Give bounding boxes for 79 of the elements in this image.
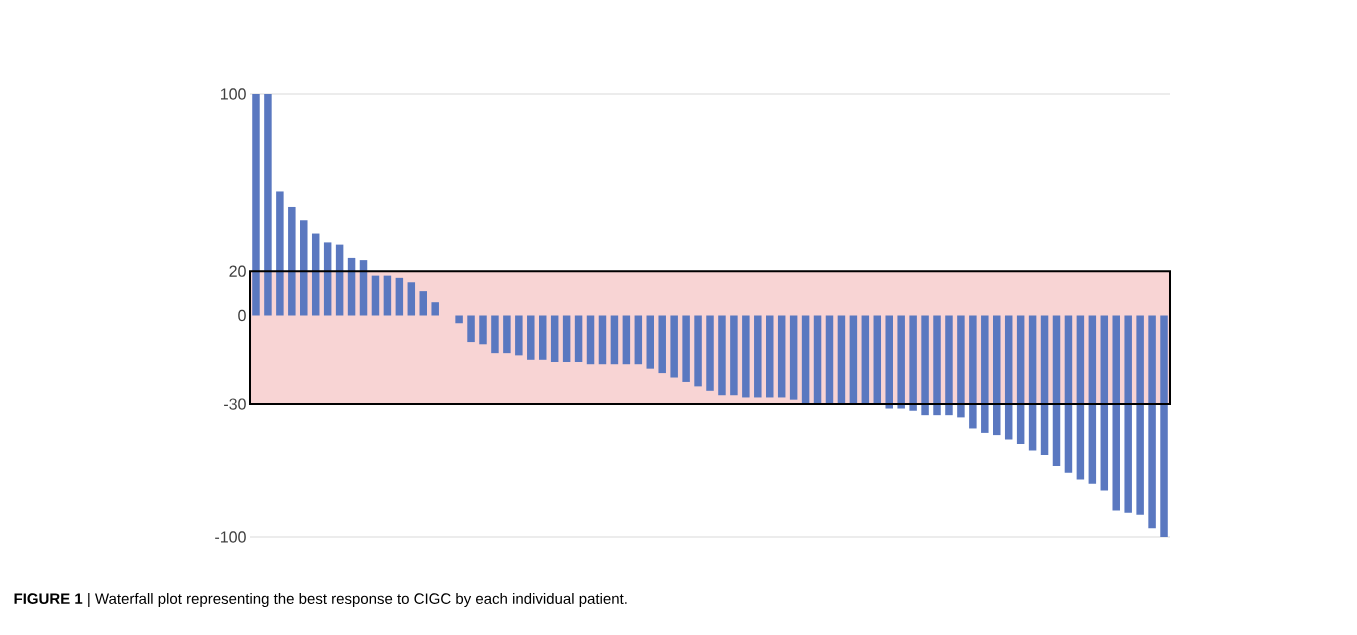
- bar: [897, 315, 905, 409]
- bar: [467, 315, 475, 343]
- bar: [288, 206, 296, 316]
- bar: [945, 315, 953, 416]
- bar: [682, 315, 690, 382]
- bar: [395, 277, 404, 316]
- bar: [586, 315, 595, 365]
- bar: [921, 315, 929, 416]
- bar: [1040, 315, 1049, 456]
- band-label: -30: [224, 398, 246, 410]
- y-tick-label: -100: [215, 531, 246, 543]
- bar: [419, 291, 427, 316]
- bar: [610, 315, 619, 365]
- bar: [646, 315, 655, 369]
- bar: [252, 94, 260, 316]
- bar: [276, 191, 284, 316]
- bar: [407, 282, 416, 316]
- bar: [431, 302, 439, 316]
- bar: [993, 315, 1001, 436]
- bar: [801, 315, 810, 405]
- bar: [933, 315, 941, 416]
- bar: [323, 242, 332, 316]
- bar: [706, 315, 714, 391]
- bar: [1148, 315, 1156, 529]
- y-tick-label: 100: [221, 88, 246, 100]
- bar: [300, 220, 308, 316]
- bar: [479, 315, 487, 345]
- bar: [562, 315, 571, 363]
- bar: [1004, 315, 1013, 440]
- bar: [694, 315, 702, 387]
- bar: [849, 315, 858, 405]
- bar: [574, 315, 583, 363]
- bar: [491, 315, 499, 354]
- bar: [1136, 315, 1144, 515]
- bar: [371, 275, 380, 316]
- bar: [1076, 315, 1085, 480]
- bar: [515, 315, 523, 356]
- y-tick-label: 20: [229, 265, 246, 277]
- bar: [861, 315, 870, 405]
- text: FIGURE 1 | Waterfall plot representing the best response to CIGC by each individual patient.: [14, 592, 627, 608]
- bar: [550, 315, 559, 363]
- bar: [264, 94, 272, 316]
- bar: [837, 315, 846, 405]
- bar: [634, 315, 643, 365]
- bar: [1064, 315, 1073, 473]
- bar: [670, 315, 678, 378]
- bar: [825, 315, 834, 405]
- bar: [789, 315, 798, 400]
- bar: [1016, 315, 1025, 444]
- bar: [622, 315, 631, 365]
- bar: [311, 233, 320, 316]
- bar: [777, 315, 786, 398]
- bar: [383, 275, 392, 316]
- bar: [885, 315, 893, 409]
- bar: [730, 315, 738, 396]
- bar: [813, 315, 822, 405]
- bar: [742, 315, 750, 398]
- bar: [1112, 315, 1120, 511]
- bar: [957, 315, 965, 418]
- bar: [765, 315, 774, 398]
- bar: [969, 315, 977, 429]
- bar: [1100, 315, 1109, 491]
- bar: [658, 315, 666, 374]
- y-tick-label: 0: [238, 309, 246, 322]
- bar: [909, 315, 917, 411]
- bar: [1124, 315, 1132, 513]
- bar: [598, 315, 607, 365]
- bar: [455, 315, 463, 324]
- bar: [1088, 315, 1097, 484]
- bar: [981, 315, 989, 433]
- bar: [718, 315, 726, 396]
- bar: [873, 315, 882, 405]
- bar: [754, 315, 762, 398]
- bar: [1052, 315, 1061, 467]
- bar: [1160, 315, 1168, 537]
- bar: [1028, 315, 1037, 451]
- bar: [527, 315, 535, 360]
- bar: [538, 315, 547, 360]
- bar: [503, 315, 511, 354]
